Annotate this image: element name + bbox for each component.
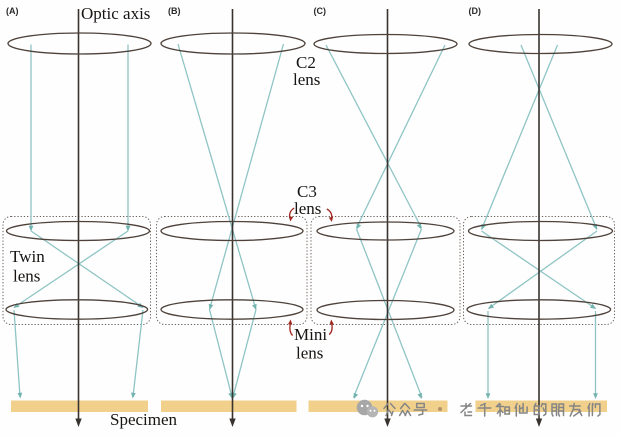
svg-text:lens: lens [294,199,321,218]
svg-text:lens: lens [13,267,40,286]
svg-text:(B): (B) [168,6,181,16]
svg-text:Optic axis: Optic axis [81,4,150,23]
svg-text:(D): (D) [469,6,482,16]
svg-text:Specimen: Specimen [110,410,178,429]
svg-text:Mini: Mini [294,325,327,344]
svg-text:lens: lens [293,70,320,89]
svg-text:C2: C2 [296,53,316,72]
svg-text:lens: lens [296,344,323,363]
svg-text:(A): (A) [6,6,19,16]
svg-text:(C): (C) [314,6,327,16]
svg-text:Twin: Twin [10,247,45,266]
svg-text:C3: C3 [297,182,317,201]
